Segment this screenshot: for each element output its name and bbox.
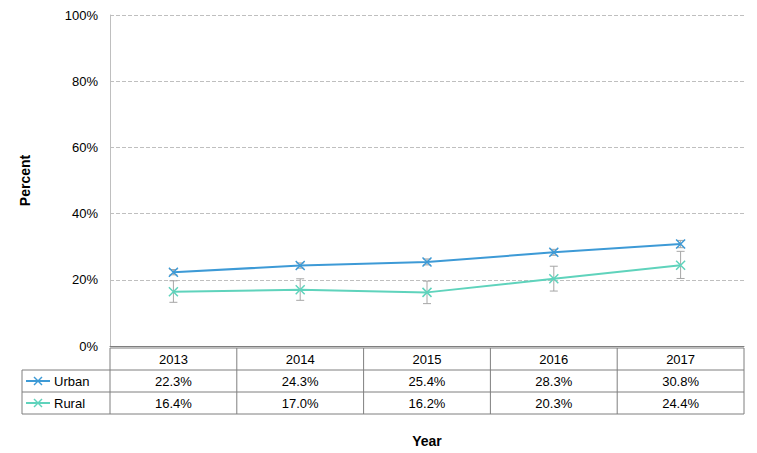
svg-text:2013: 2013 [159,352,188,367]
svg-text:100%: 100% [65,8,99,23]
svg-text:0%: 0% [79,339,98,354]
svg-text:16.4%: 16.4% [155,396,192,411]
svg-text:40%: 40% [72,206,98,221]
svg-text:24.3%: 24.3% [282,374,319,389]
svg-text:16.2%: 16.2% [409,396,446,411]
svg-text:30.8%: 30.8% [662,374,699,389]
svg-text:28.3%: 28.3% [535,374,572,389]
svg-text:20.3%: 20.3% [535,396,572,411]
svg-text:60%: 60% [72,140,98,155]
svg-text:80%: 80% [72,74,98,89]
svg-text:22.3%: 22.3% [155,374,192,389]
svg-text:24.4%: 24.4% [662,396,699,411]
svg-text:2017: 2017 [666,352,695,367]
svg-text:25.4%: 25.4% [409,374,446,389]
svg-text:17.0%: 17.0% [282,396,319,411]
svg-text:2016: 2016 [539,352,568,367]
svg-text:Percent: Percent [17,154,33,206]
svg-text:20%: 20% [72,272,98,287]
svg-text:Rural: Rural [54,396,85,411]
svg-text:2014: 2014 [286,352,315,367]
svg-text:Urban: Urban [54,374,89,389]
svg-text:Year: Year [412,433,442,449]
svg-text:2015: 2015 [413,352,442,367]
